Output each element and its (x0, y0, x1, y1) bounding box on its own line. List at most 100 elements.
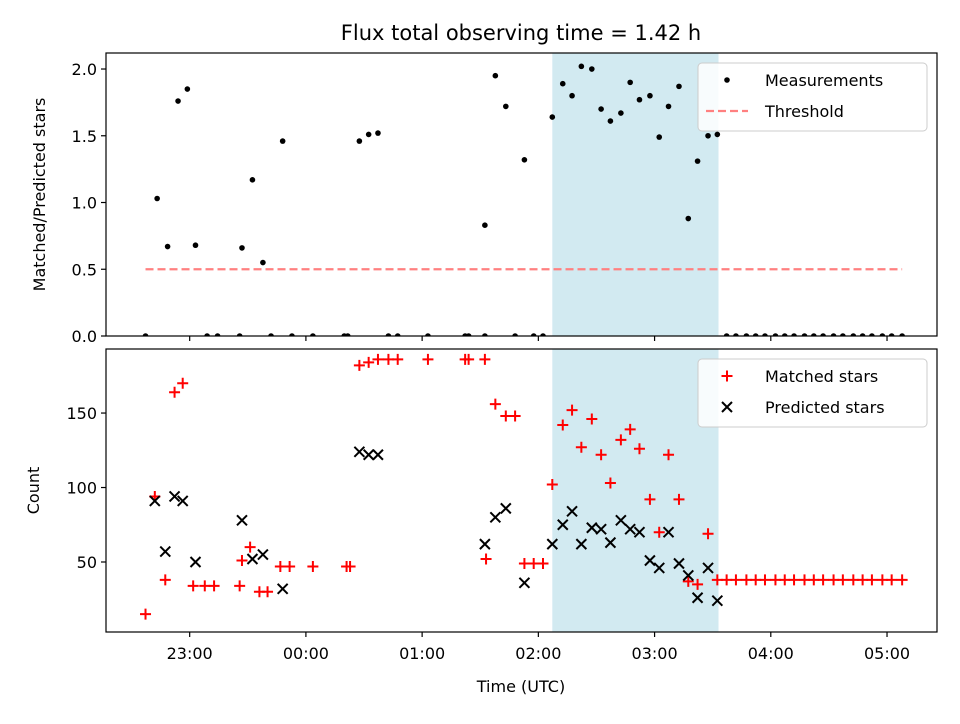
measurement-point (492, 72, 499, 79)
matched-star-point (644, 493, 656, 505)
measurement-point (289, 333, 295, 336)
measurement-point (184, 86, 191, 92)
matched-star-point (566, 404, 578, 416)
matched-star-point (692, 578, 704, 590)
measurement-point (154, 195, 160, 202)
predicted-star-point (711, 595, 724, 607)
measurement-point (175, 98, 181, 104)
measurement-point (762, 333, 768, 336)
measurement-point (830, 333, 837, 336)
matched-star-point (187, 580, 199, 592)
measurement-point (578, 63, 585, 70)
measurement-point (705, 132, 711, 139)
matched-star-point (721, 574, 733, 586)
x-tick-label: 05:00 (864, 644, 910, 663)
measurement-point (239, 245, 245, 251)
predicted-star-point (633, 526, 646, 538)
matched-star-point (344, 560, 356, 572)
matched-star-point (274, 560, 286, 572)
measurement-point (772, 333, 779, 336)
measurement-point (647, 92, 653, 99)
y-tick-label: 150 (66, 404, 97, 423)
measurement-point (850, 333, 857, 336)
axes-frame (105, 52, 938, 337)
legend-label: Measurements (765, 71, 883, 90)
matched-star-point (537, 557, 549, 569)
matched-star-point (479, 353, 491, 365)
markers-group (140, 353, 908, 620)
measurement-point (791, 333, 797, 336)
count-panel: 50 100 150 Count 23:00 00:00 01:00 02:00 03:00 04… (24, 348, 938, 663)
measurement-point (811, 333, 817, 336)
predicted-star-point (189, 556, 202, 568)
figure-title: Flux total observing time = 1.42 h (341, 21, 701, 45)
matched-star-point (518, 557, 530, 569)
measurement-point (569, 92, 575, 99)
measurement-point (694, 158, 701, 164)
predicted-star-point (575, 538, 588, 550)
predicted-star-point (372, 449, 384, 461)
predicted-star-point (691, 592, 704, 604)
measurement-point (840, 333, 846, 336)
x-tick-label: 00:00 (283, 644, 329, 663)
matched-star-point (808, 574, 820, 586)
matched-star-point (750, 574, 762, 586)
predicted-star-point (276, 583, 289, 595)
matched-star-point (653, 526, 665, 538)
matched-star-point (595, 449, 607, 461)
measurement-point (598, 106, 604, 112)
measurement-point (375, 130, 381, 136)
matched-star-point (711, 574, 723, 586)
predicted-star-point (557, 519, 569, 531)
x-tick-label: 01:00 (399, 644, 445, 663)
measurement-point (521, 156, 528, 163)
predicted-star-point (682, 569, 694, 582)
predicted-star-point (615, 514, 627, 526)
measurement-point (607, 118, 614, 124)
predicted-star-point (489, 511, 502, 524)
y-axis-label: Matched/Predicted stars (30, 98, 49, 292)
x-axis-label: Time (UTC) (476, 677, 565, 696)
matched-star-point (353, 359, 365, 371)
matched-star-point (363, 356, 375, 368)
matched-star-point (837, 574, 849, 586)
measurement-point (310, 333, 316, 336)
matched-star-point (817, 574, 829, 586)
legend-box (697, 62, 928, 132)
matched-star-point (682, 575, 694, 587)
measurement-point (356, 138, 363, 144)
measurement-point (204, 333, 210, 336)
matched-star-point (799, 574, 811, 586)
measurement-point (869, 333, 875, 336)
y-tick-label: 2.0 (72, 60, 97, 79)
matched-star-point (557, 419, 569, 431)
predicted-star-point (566, 505, 578, 518)
x-tick-label: 02:00 (515, 644, 561, 663)
predicted-star-point (673, 557, 685, 570)
measurement-point (656, 134, 663, 140)
measurement-point (512, 333, 518, 336)
matched-star-point (896, 574, 908, 586)
legend-label: Matched stars (765, 367, 878, 386)
matched-star-point (575, 441, 587, 453)
measurement-point (714, 131, 721, 138)
measurement-point (820, 333, 826, 336)
matched-star-point (236, 555, 248, 567)
x-tick-label: 03:00 (632, 644, 678, 663)
predicted-star-point (595, 523, 607, 535)
matched-star-point (500, 410, 512, 422)
predicted-star-point (546, 538, 559, 550)
measurement-point (559, 80, 566, 87)
matched-star-point (673, 493, 685, 505)
predicted-star-point (653, 562, 665, 574)
measurement-point (636, 96, 643, 103)
matched-star-point (422, 353, 434, 365)
predicted-star-point (644, 554, 656, 567)
measurement-point (164, 243, 171, 250)
x-tick-label: 23:00 (167, 644, 213, 663)
measurement-point (627, 79, 633, 86)
legend-matched-marker (721, 370, 733, 382)
y-axis-label: Count (24, 467, 43, 515)
y-tick-label: 0.0 (72, 327, 97, 346)
